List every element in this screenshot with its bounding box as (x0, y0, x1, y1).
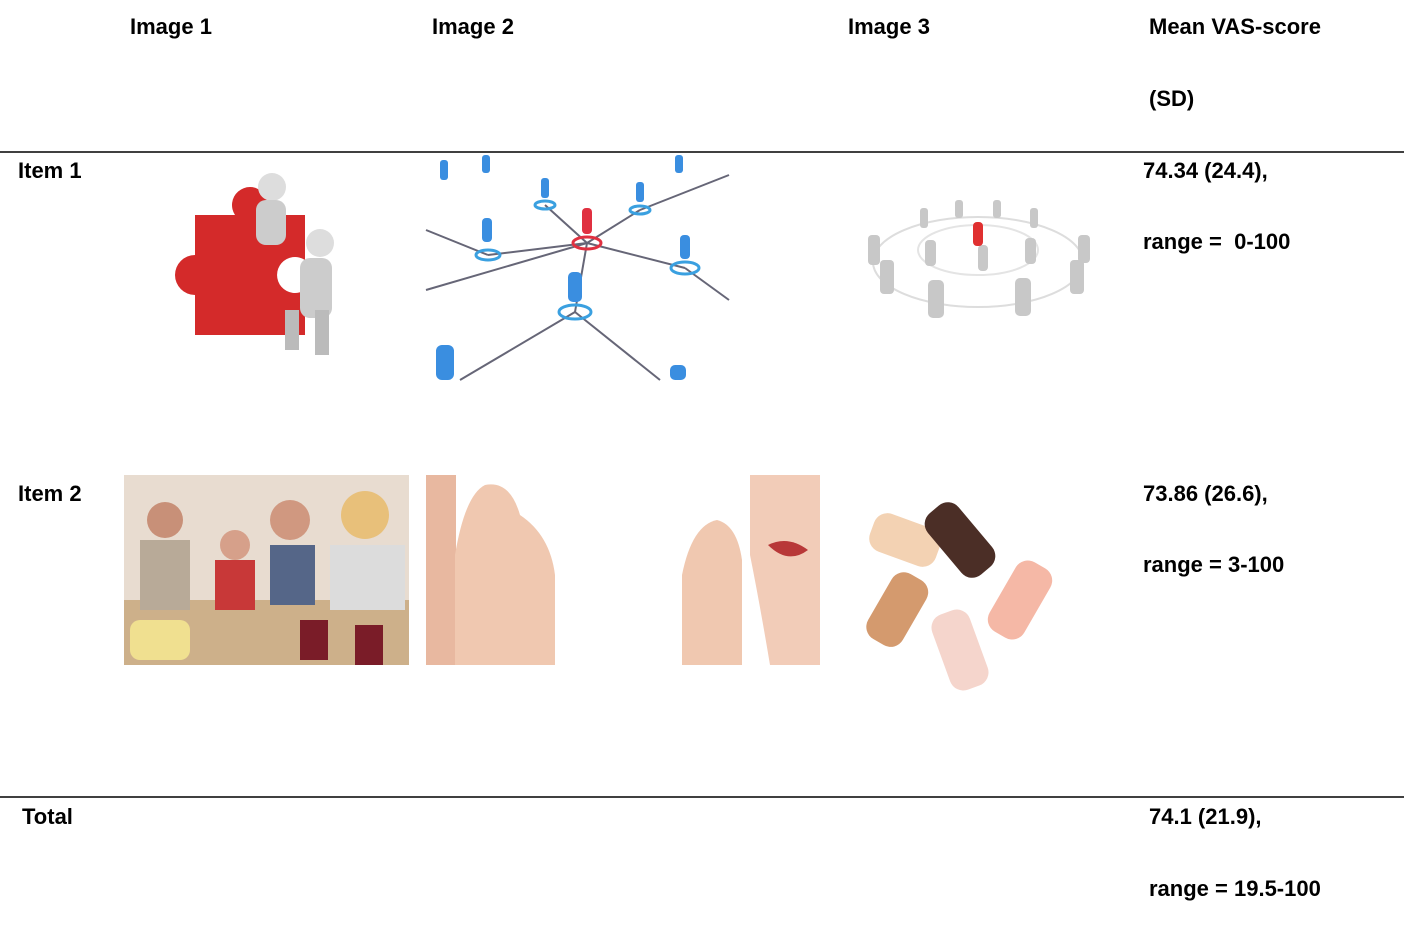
row-label: Total (22, 804, 73, 829)
score-cell: 74.1 (21.9), (1149, 804, 1262, 829)
score-cell: range = 19.5-100 (1149, 876, 1321, 901)
mouth-image (682, 475, 820, 665)
puzzle-image (175, 173, 334, 355)
header-cell: Mean VAS-score (1149, 14, 1321, 39)
score-cell: 73.86 (26.6), (1143, 481, 1268, 506)
score-cell: 74.34 (24.4), (1143, 158, 1268, 183)
header-cell: (SD) (1149, 86, 1195, 111)
row-label: Item 1 (18, 158, 82, 183)
header-cell: Image 2 (432, 14, 514, 39)
row-label: Item 2 (18, 481, 82, 506)
hands-image (866, 502, 1053, 691)
ear-image (426, 475, 555, 665)
score-cell: range = 0-100 (1143, 229, 1291, 254)
header-cell: Image 3 (848, 14, 930, 39)
grey-network-image (868, 200, 1090, 318)
header-cell: Image 1 (130, 14, 212, 39)
group-photo (124, 475, 409, 665)
score-cell: range = 3-100 (1143, 552, 1285, 577)
network-figures (436, 155, 690, 380)
network-image (425, 174, 730, 381)
